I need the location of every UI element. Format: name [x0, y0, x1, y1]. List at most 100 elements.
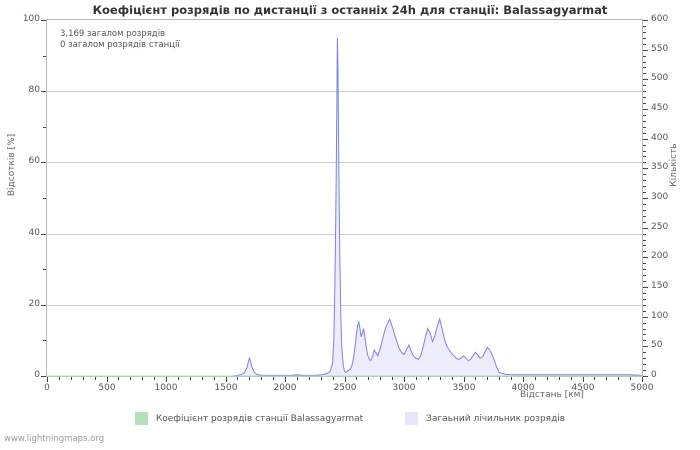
legend-item[interactable]: Коефіцієнт розрядів станції Balassagyarm…: [134, 412, 363, 425]
x-axis-label: Відстань [км]: [520, 390, 584, 400]
y-tick-right: [643, 67, 646, 68]
y-tick-label-right: 50: [651, 340, 663, 350]
x-tick-label: 500: [98, 383, 116, 393]
x-tick: [226, 377, 227, 382]
x-tick-label: 1500: [214, 383, 238, 393]
x-tick-label: 2000: [273, 383, 297, 393]
y-tick-label-right: 0: [651, 370, 657, 380]
y-tick-left: [43, 127, 46, 128]
y-tick-right: [643, 127, 646, 128]
x-tick-label: 4500: [571, 383, 595, 393]
y-tick-right: [643, 340, 646, 341]
legend-item[interactable]: Загаьний лічильник розрядів: [405, 412, 565, 425]
y-tick-label-left: 0: [34, 370, 40, 380]
x-tick: [83, 377, 84, 380]
gridline: [47, 234, 642, 235]
y-tick-right: [643, 346, 648, 347]
x-tick: [392, 377, 393, 380]
x-tick-label: 2500: [333, 383, 357, 393]
y-tick-label-right: 400: [651, 133, 669, 143]
x-tick-label: 4000: [511, 383, 535, 393]
y-tick-right: [643, 97, 646, 98]
x-tick: [249, 377, 250, 380]
x-tick-label: 3500: [452, 383, 476, 393]
y-tick-label-left: 60: [28, 156, 40, 166]
x-tick: [154, 377, 155, 380]
y-tick-right: [643, 133, 646, 134]
total-count-line: [47, 37, 643, 377]
total-strokes-text: 3,169 загалом розрядів: [60, 29, 166, 39]
x-tick-label: 0: [44, 383, 50, 393]
x-tick: [452, 377, 453, 380]
y-tick-right: [643, 73, 646, 74]
x-tick: [190, 377, 191, 380]
y-tick-left: [41, 162, 46, 163]
y-tick-right: [643, 263, 646, 264]
x-tick: [214, 377, 215, 380]
x-tick: [416, 377, 417, 380]
x-tick: [333, 377, 334, 380]
y-tick-right: [643, 305, 646, 306]
y-tick-left: [43, 340, 46, 341]
y-tick-right: [643, 186, 646, 187]
y-tick-right: [643, 358, 646, 359]
x-tick: [71, 377, 72, 380]
x-tick: [594, 377, 595, 380]
x-tick: [285, 377, 286, 382]
y-tick-right: [643, 269, 646, 270]
y-tick-right: [643, 192, 646, 193]
y-tick-right: [643, 85, 646, 86]
y-tick-label-left: 100: [22, 14, 40, 24]
y-tick-right: [643, 334, 646, 335]
x-tick: [464, 377, 465, 382]
legend-swatch-icon: [405, 412, 419, 425]
y-tick-right: [643, 275, 646, 276]
x-tick: [202, 377, 203, 380]
y-tick-right: [643, 139, 648, 140]
series-plot: [47, 37, 643, 377]
y-tick-right: [643, 26, 646, 27]
y-tick-right: [643, 329, 646, 330]
y-tick-right: [643, 293, 646, 294]
y-tick-label-right: 350: [651, 162, 669, 172]
x-tick: [511, 377, 512, 380]
y-tick-right: [643, 376, 648, 377]
x-tick: [440, 377, 441, 380]
station-strokes-text: 0 загалом розрядів станції: [60, 40, 180, 50]
y-tick-label-left: 80: [28, 85, 40, 95]
x-tick: [618, 377, 619, 380]
plot-area: [46, 19, 643, 377]
x-tick: [487, 377, 488, 380]
x-tick: [59, 377, 60, 380]
x-tick-label: 5000: [630, 383, 654, 393]
x-tick: [107, 377, 108, 382]
y-tick-right: [643, 121, 646, 122]
y-tick-right: [643, 311, 646, 312]
x-tick: [273, 377, 274, 380]
chart-legend: Коефіцієнт розрядів станції Balassagyarm…: [0, 412, 700, 425]
y-tick-right: [643, 50, 648, 51]
x-tick: [47, 377, 48, 382]
x-tick: [630, 377, 631, 380]
y-tick-right: [643, 216, 646, 217]
y-tick-label-left: 20: [28, 299, 40, 309]
y-tick-left: [43, 198, 46, 199]
y-tick-left: [41, 376, 46, 377]
y-tick-label-left: 40: [28, 228, 40, 238]
legend-swatch-icon: [134, 412, 148, 425]
y-tick-left: [41, 305, 46, 306]
y-tick-right: [643, 251, 646, 252]
y-tick-right: [643, 151, 646, 152]
x-tick: [499, 377, 500, 380]
x-tick: [535, 377, 536, 380]
y-tick-right: [643, 109, 648, 110]
gridline: [47, 305, 642, 306]
y-tick-right: [643, 364, 646, 365]
y-tick-right: [643, 204, 646, 205]
y-tick-right: [643, 287, 648, 288]
x-tick: [297, 377, 298, 380]
chart-title: Коефіцієнт розрядів по дистанції з остан…: [92, 3, 608, 17]
y-tick-label-right: 200: [651, 251, 669, 261]
y-tick-right: [643, 180, 646, 181]
